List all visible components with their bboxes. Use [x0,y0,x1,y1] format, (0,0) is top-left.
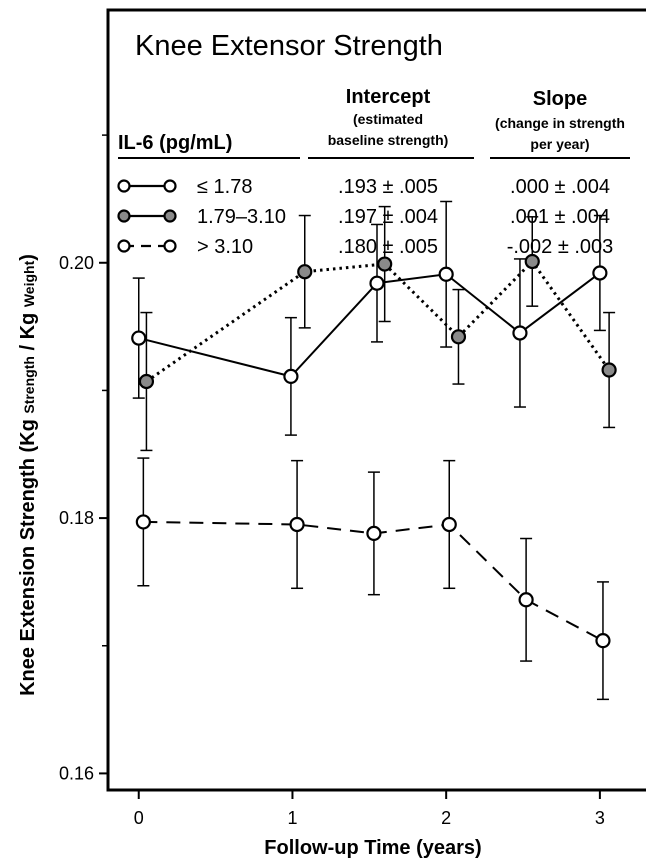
data-point [512,325,528,341]
y-tick-label: 0.18 [59,508,94,528]
legend-swatch-marker [117,179,131,193]
legend-intercept-value: .193 ± .005 [338,176,438,198]
data-point [366,525,382,542]
series-line [138,272,601,378]
data-point [601,362,617,378]
legend-header-slope-sub1: (change in strength [495,115,625,131]
plot-frame [106,8,646,792]
y-axis-label: Knee Extension Strength (Kg Strength / K… [17,254,39,696]
series [135,457,611,701]
axes-layer: 0 1 2 3 0.16 0.18 0.20 [59,134,605,828]
data-point [595,633,611,649]
data-point [438,266,454,282]
legend-group-label: > 3.10 [197,236,253,258]
data-point [441,516,457,533]
series-line [143,520,604,642]
legend-group-label: 1.79–3.10 [197,206,286,228]
legend-swatch-marker [163,239,177,253]
legend-row: > 3.10 .180 ± .005 -.002 ± .003 [117,236,614,258]
x-tick-label: 1 [287,808,297,828]
data-point [297,264,313,280]
data-point [524,253,540,270]
chart-title: Knee Extensor Strength [135,30,443,62]
data-point [592,265,608,281]
legend-slope-value: -.002 ± .003 [507,236,614,258]
legend-swatch-marker [117,209,131,223]
data-point [518,592,534,608]
legend-swatch-marker [117,239,131,253]
data-point [131,330,147,346]
y-tick-label: 0.20 [59,253,94,273]
legend-header-intercept: Intercept [346,86,431,108]
legend-row: 1.79–3.10 .197 ± .004 .001 ± .004 [117,206,610,228]
legend-swatch-marker [163,209,177,223]
series [138,205,617,452]
legend-group-label: ≤ 1.78 [197,176,252,198]
legend-intercept-value: .180 ± .005 [338,236,438,258]
data-point [138,373,155,390]
legend-header-slope: Slope [533,88,587,110]
x-axis-label: Follow-up Time (years) [264,837,481,859]
legend-header-intercept-sub2: baseline strength) [328,132,449,148]
data-point [369,275,385,291]
x-tick-label: 0 [134,808,144,828]
legend-swatch-marker [163,179,177,193]
y-tick-label: 0.16 [59,763,94,783]
data-point [377,256,393,272]
legend-row: ≤ 1.78 .193 ± .005 .000 ± .004 [117,176,610,198]
legend-slope-value: .001 ± .004 [510,206,610,228]
data-point [283,368,299,384]
series-layer [131,200,617,701]
legend-slope-value: .000 ± .004 [510,176,610,198]
data-point [289,516,305,533]
x-tick-label: 3 [595,808,605,828]
x-tick-label: 2 [441,808,451,828]
legend-header-intercept-sub1: (estimated [353,111,423,127]
data-point [135,514,151,530]
data-point [450,329,467,345]
series [131,200,608,436]
legend-header-slope-sub2: per year) [530,136,589,152]
legend-intercept-value: .197 ± .004 [338,206,438,228]
legend-header-group: IL-6 (pg/mL) [118,132,232,154]
